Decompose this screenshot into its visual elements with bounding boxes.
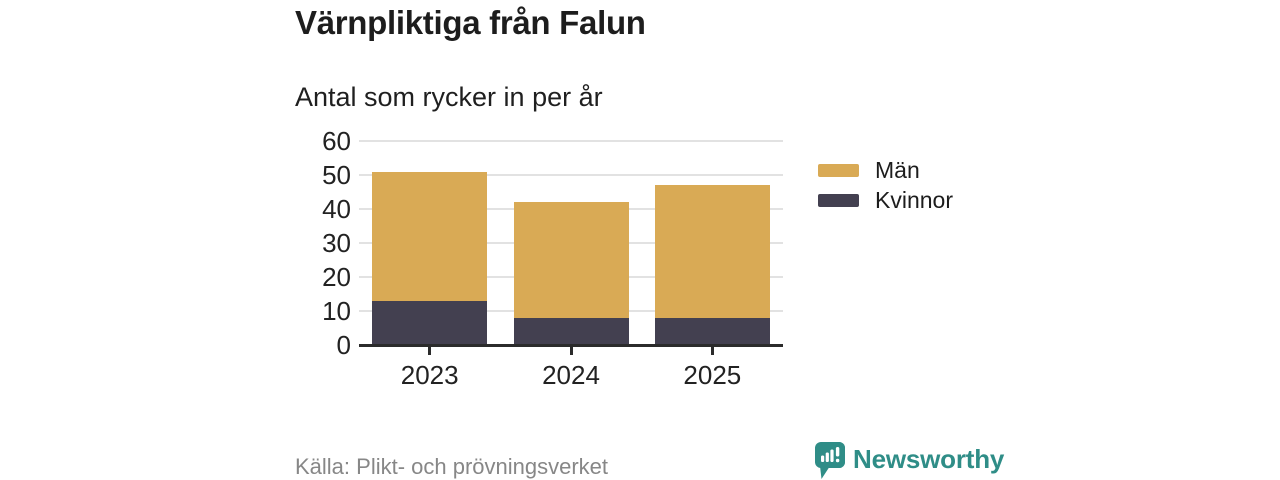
chart-title: Värnpliktiga från Falun	[295, 4, 646, 41]
gridline-60	[359, 140, 783, 142]
x-axis-tick-2023	[428, 347, 432, 355]
y-axis-tick-label-60: 60	[322, 126, 351, 156]
y-axis-tick-label-20: 20	[322, 262, 351, 292]
source-note: Källa: Plikt- och prövningsverket	[295, 454, 609, 479]
y-axis-tick-label-30: 30	[322, 228, 351, 258]
x-axis-label-2023: 2023	[400, 360, 459, 390]
x-axis-line	[359, 344, 783, 347]
legend-swatch-women	[818, 193, 859, 207]
x-axis-label-2025: 2025	[683, 360, 742, 390]
x-axis-tick-2025	[710, 347, 714, 355]
chart-subtitle: Antal som rycker in per år	[295, 82, 603, 112]
legend-swatch-men	[818, 163, 859, 177]
y-axis-tick-label-50: 50	[322, 160, 351, 190]
newsworthy-brand: Newsworthy	[815, 442, 1004, 480]
bar-segment-män-2025	[654, 185, 770, 318]
bar-segment-kvinnor-2024	[513, 317, 629, 345]
bar-segment-män-2024	[513, 202, 629, 318]
gridline-50	[359, 174, 783, 176]
legend-label-men: Män	[875, 156, 920, 183]
legend: Män Kvinnor	[818, 155, 953, 215]
bar-segment-kvinnor-2025	[654, 317, 770, 345]
x-axis-tick-2024	[569, 347, 573, 355]
newsworthy-wordmark: Newsworthy	[853, 444, 1005, 474]
plot-area: 0 10 20 30 40 50 60 2023 2024 2025	[322, 128, 783, 388]
bar-segment-kvinnor-2023	[372, 300, 488, 345]
x-axis-label-2024: 2024	[542, 360, 600, 390]
newsworthy-speech-bubble-chart-icon	[815, 442, 845, 479]
legend-item-men: Män	[818, 155, 953, 185]
y-axis-tick-label-40: 40	[322, 194, 351, 224]
y-axis-tick-label-0: 0	[336, 330, 351, 360]
legend-label-women: Kvinnor	[875, 186, 953, 213]
legend-item-women: Kvinnor	[818, 185, 953, 215]
y-axis-tick-label-10: 10	[322, 296, 351, 326]
bar-segment-män-2023	[372, 171, 488, 301]
